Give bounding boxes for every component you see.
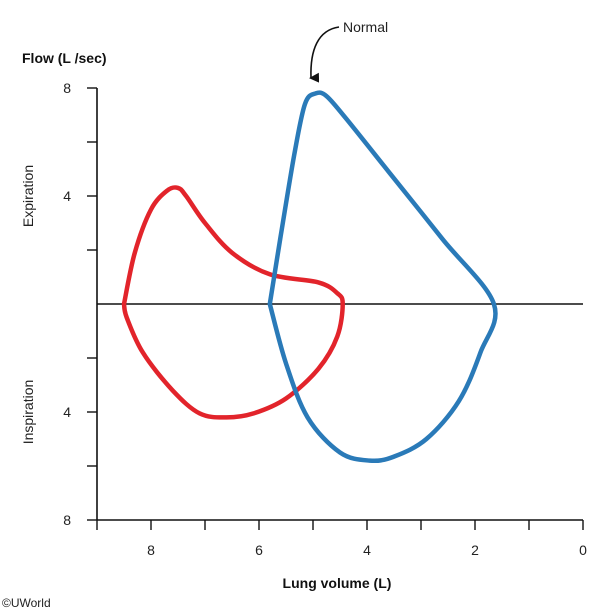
y-tick-label: 4 (63, 404, 71, 420)
y-tick-label: 8 (63, 512, 71, 528)
series-group (121, 90, 498, 464)
normal-annotation-label: Normal (343, 19, 388, 35)
x-tick-label: 6 (255, 542, 263, 558)
x-tick-label: 2 (471, 542, 479, 558)
axes: 8 4 4 8 8 6 4 2 0 (63, 80, 587, 558)
x-tick-label: 4 (363, 542, 371, 558)
y-tick-label: 8 (63, 80, 71, 96)
x-axis-title: Lung volume (L) (283, 575, 392, 591)
y-tick-label: 4 (63, 188, 71, 204)
y-axis-title: Flow (L /sec) (22, 50, 107, 66)
y-axis-inspiration-label: Inspiration (20, 380, 36, 445)
red-loop-line (121, 185, 345, 420)
normal-annotation-arrow (309, 26, 340, 83)
x-tick-label: 0 (579, 542, 587, 558)
normal-loop-line (267, 90, 498, 464)
x-tick-label: 8 (147, 542, 155, 558)
labels: Flow (L /sec) Expiration Inspiration Lun… (20, 19, 391, 591)
y-axis-expiration-label: Expiration (20, 165, 36, 227)
copyright-text: ©UWorld (2, 596, 51, 610)
